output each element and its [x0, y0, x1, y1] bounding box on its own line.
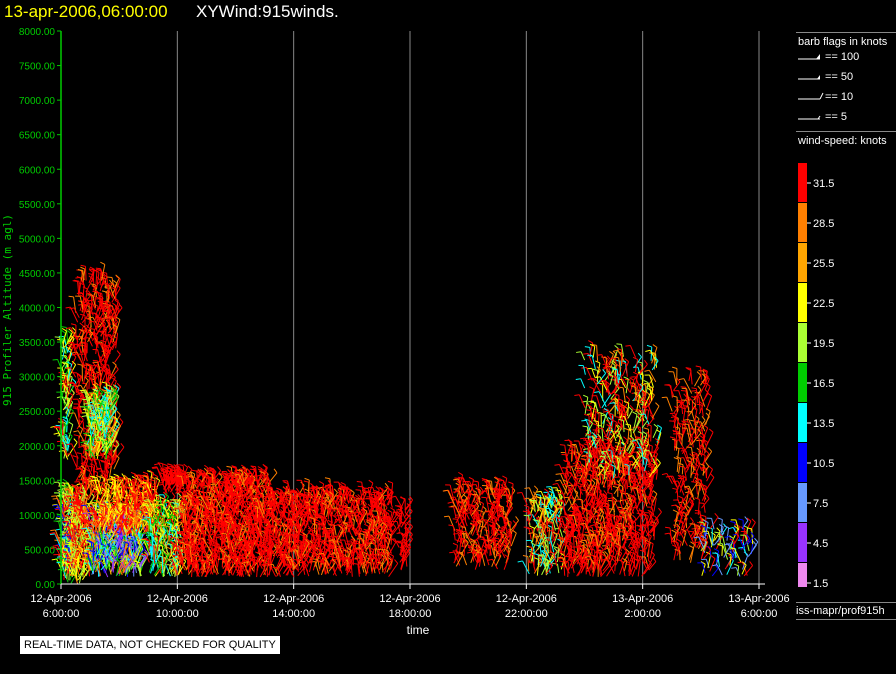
wind-barb	[78, 499, 84, 512]
wind-barb	[66, 388, 75, 404]
wind-barb	[72, 398, 83, 413]
wind-barb	[76, 508, 89, 525]
wind-barb	[60, 561, 73, 576]
wind-barb	[448, 506, 457, 518]
wind-barb	[69, 516, 78, 527]
chart-title: XYWind:915winds.	[196, 2, 339, 21]
wind-barb	[61, 355, 68, 369]
wind-barb	[499, 515, 506, 527]
wind-barb	[65, 453, 78, 469]
wind-barb	[66, 328, 73, 343]
wind-barb	[70, 546, 76, 559]
wind-barb	[114, 350, 121, 363]
wind-barb	[49, 533, 62, 550]
wind-barb	[76, 452, 83, 465]
wind-barb	[79, 491, 85, 510]
wind-barb	[72, 557, 79, 575]
wind-barb	[559, 444, 568, 462]
wind-barb	[552, 562, 560, 574]
wind-barb	[67, 392, 74, 410]
wind-barb	[448, 524, 456, 541]
wind-barb	[651, 402, 660, 419]
wind-barb	[74, 481, 86, 498]
wind-barb	[78, 546, 84, 558]
wind-barb	[61, 326, 69, 343]
wind-barb	[66, 361, 73, 381]
wind-barb	[68, 327, 77, 345]
wind-barb	[76, 540, 84, 557]
wind-barb	[601, 390, 612, 409]
wind-barb	[78, 519, 86, 537]
wind-profile-plot: 0.00500.001000.001500.002000.002500.0030…	[1, 27, 790, 637]
wind-barb	[352, 562, 360, 577]
wind-barb	[575, 378, 586, 389]
wind-barb	[66, 346, 72, 362]
wind-barbs	[49, 261, 759, 584]
wind-barb	[652, 423, 659, 439]
wind-barb	[69, 307, 80, 318]
wind-barb	[70, 511, 83, 529]
wind-barb	[576, 351, 586, 361]
wind-barb	[661, 472, 673, 484]
wind-barb	[77, 566, 83, 584]
wind-barb	[68, 529, 77, 547]
wind-barb	[632, 356, 639, 372]
wind-barb	[61, 328, 67, 345]
wind-barb	[673, 457, 680, 472]
wind-barb	[71, 508, 81, 521]
wind-barb	[67, 421, 74, 441]
wind-barb	[64, 562, 75, 577]
wind-barb	[64, 437, 71, 452]
wind-barb	[68, 569, 79, 581]
wind-barb	[64, 532, 75, 543]
wind-barb	[625, 344, 637, 358]
wind-barb	[71, 483, 77, 496]
wind-barb	[694, 371, 702, 387]
wind-barb	[578, 364, 586, 375]
wind-barb	[574, 394, 586, 408]
wind-barb	[76, 322, 85, 341]
wind-barb	[627, 406, 633, 419]
wind-barb	[73, 434, 80, 447]
wind-barb	[68, 360, 77, 377]
wind-barb	[517, 560, 530, 575]
wind-barb	[61, 329, 66, 343]
wind-barb	[67, 522, 79, 533]
wind-barb	[76, 514, 87, 526]
wind-barb	[63, 519, 73, 536]
wind-barb	[72, 455, 78, 467]
wind-barb	[62, 396, 71, 411]
wind-barb	[79, 486, 85, 502]
wind-barb	[73, 498, 82, 511]
wind-barb	[604, 369, 611, 382]
wind-barb	[630, 506, 643, 520]
chart-date: 13-apr-2006,06:00:00	[4, 2, 168, 21]
wind-barb	[65, 306, 79, 323]
wind-barb	[61, 374, 69, 386]
wind-barb	[621, 362, 628, 377]
wind-barb	[72, 500, 79, 519]
